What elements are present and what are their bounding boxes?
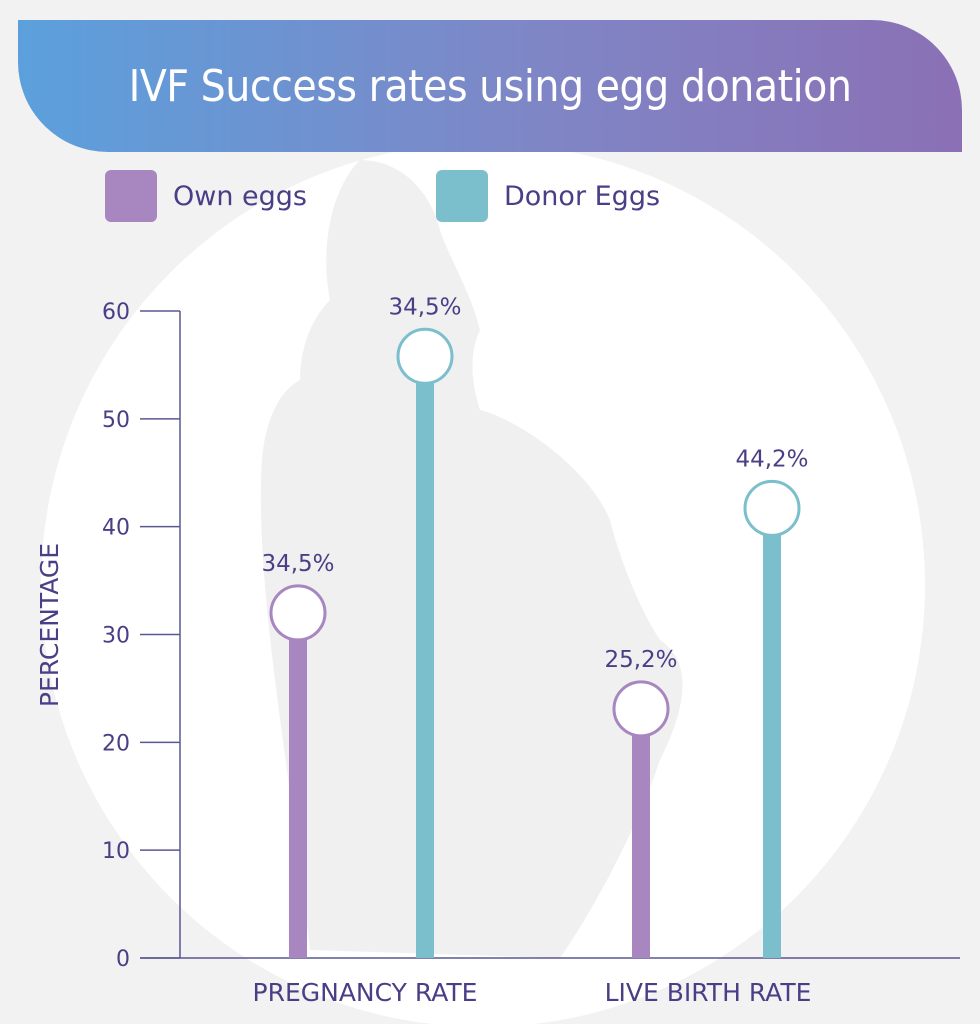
bar-head-circle <box>396 327 454 385</box>
bar-head-circle <box>269 584 327 642</box>
data-label: 25,2% <box>604 647 677 673</box>
y-tick-label: 20 <box>102 731 130 756</box>
data-label: 34,5% <box>388 294 461 320</box>
y-tick-label: 40 <box>102 516 130 541</box>
x-category-label: PREGNANCY RATE <box>253 978 478 1007</box>
y-tick-label: 30 <box>102 624 130 649</box>
bar-stem <box>289 612 307 958</box>
data-label: 44,2% <box>735 446 808 472</box>
legend-item-own-eggs: Own eggs <box>105 170 307 222</box>
chart-title: IVF Success rates using egg donation <box>128 60 852 112</box>
silhouette-shape <box>260 160 683 958</box>
legend-swatch <box>105 170 157 222</box>
legend-label: Own eggs <box>173 180 307 212</box>
y-tick-label: 50 <box>102 408 130 433</box>
bar-head-circle <box>743 479 801 537</box>
y-axis-label: PERCENTAGE <box>35 543 64 707</box>
legend-item-donor-eggs: Donor Eggs <box>436 170 660 222</box>
y-tick-label: 60 <box>102 300 130 325</box>
y-tick-label: 10 <box>102 839 130 864</box>
title-banner: IVF Success rates using egg donation <box>18 20 962 152</box>
x-category-label: LIVE BIRTH RATE <box>605 978 812 1007</box>
legend-swatch <box>436 170 488 222</box>
bar-stem <box>632 708 650 958</box>
data-label: 34,5% <box>261 551 334 577</box>
bar-stem <box>416 356 434 958</box>
legend-label: Donor Eggs <box>504 180 661 212</box>
bar-head-circle <box>612 680 670 738</box>
bar-stem <box>763 508 781 958</box>
y-tick-label: 0 <box>116 947 130 972</box>
